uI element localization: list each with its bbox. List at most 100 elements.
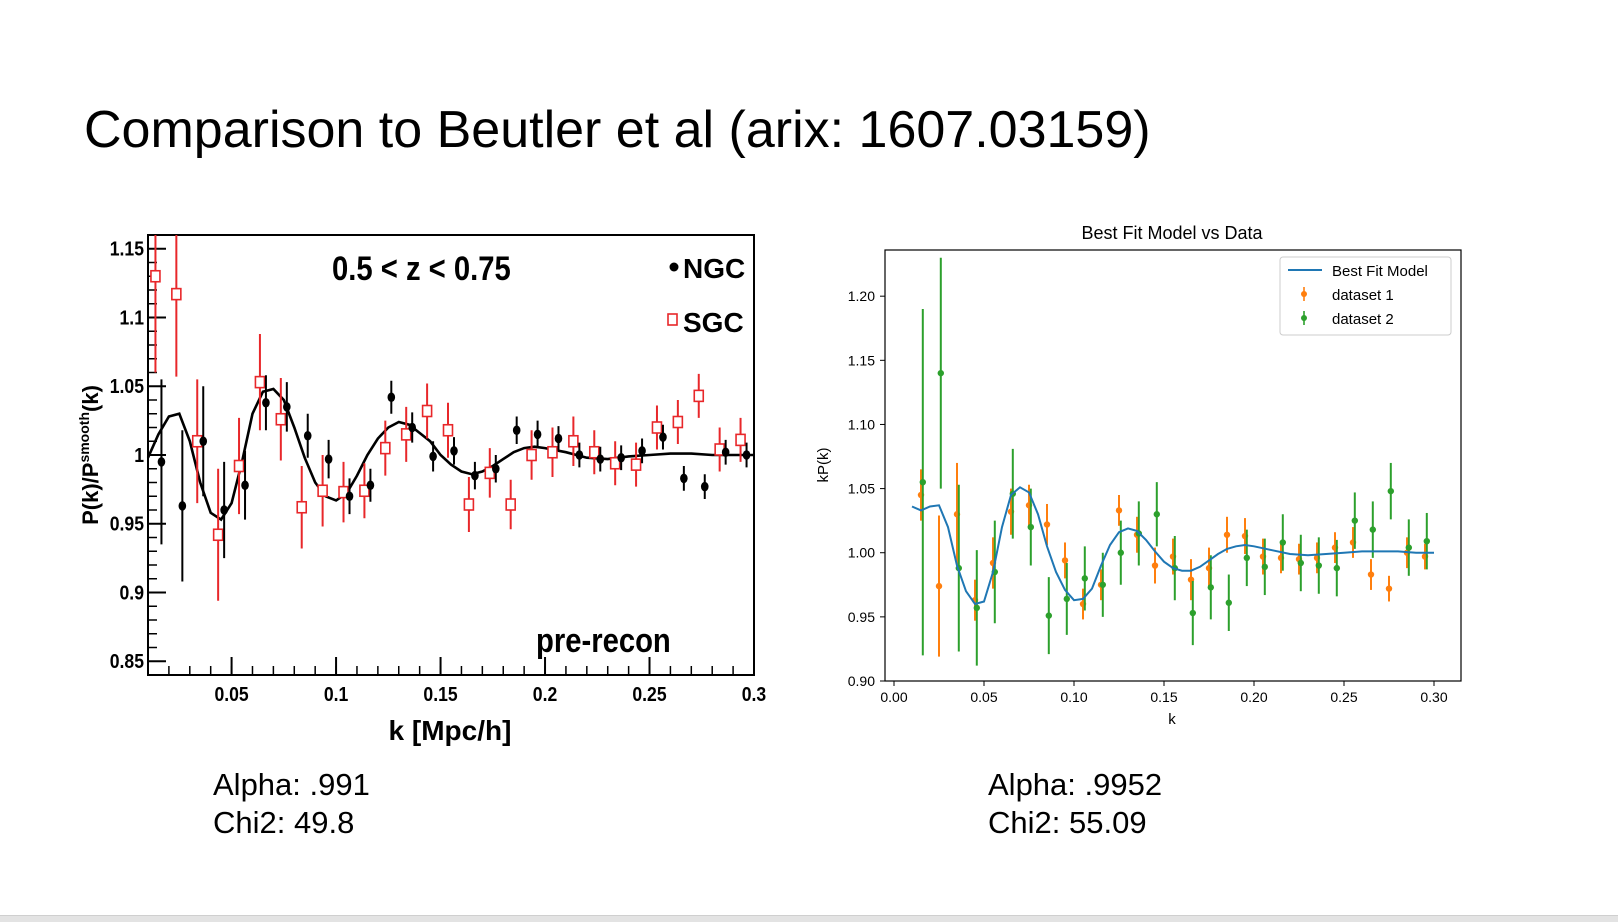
dataset2-point (919, 478, 926, 486)
ngc-point (554, 433, 563, 444)
legend-d1-label: dataset 1 (1332, 287, 1394, 304)
sgc-point (317, 484, 328, 498)
left-chi2: Chi2: 49.8 (213, 805, 355, 840)
sgc-point (609, 456, 621, 470)
ngc-point (617, 452, 625, 463)
sgc-point (463, 498, 475, 511)
right-y-tick-label: 1.10 (848, 416, 875, 432)
ngc-point (303, 430, 312, 441)
dataset2-point (1261, 563, 1269, 571)
right-x-tick-label: 0.30 (1420, 689, 1447, 705)
left-y-tick-label: 1 (134, 444, 144, 466)
sgc-point (233, 459, 245, 473)
ngc-point (199, 436, 208, 447)
right-x-tick-label: 0.10 (1060, 689, 1087, 705)
right-axes: 0.00 0.05 0.10 0.15 0.20 0.25 0.30 0.90 0.95 1.00… (848, 288, 1448, 705)
left-axes: 0.05 0.1 0.15 0.2 0.25 0.3 0.85 0.9 0.95 1 1.05 1.1… (110, 238, 766, 706)
right-y-tick-label: 1.15 (848, 352, 875, 368)
left-fit-stats: Alpha: .991 Chi2: 49.8 (213, 766, 370, 842)
ngc-point (283, 402, 291, 412)
dataset1-point (1061, 557, 1069, 564)
right-x-tick-label: 0.05 (970, 689, 997, 705)
legend-sgc-marker (667, 313, 678, 326)
dataset2-point (1297, 559, 1305, 567)
ngc-point (700, 481, 709, 492)
right-x-tick-label: 0.15 (1150, 689, 1177, 705)
right-y-tick-label: 0.90 (848, 673, 875, 689)
dataset2-point (1333, 564, 1341, 572)
ngc-point (512, 425, 521, 436)
ngc-point (345, 491, 354, 502)
dataset1-point (1385, 585, 1393, 592)
dataset2-point (973, 604, 980, 612)
sgc-point (359, 484, 370, 498)
ngc-point (178, 501, 187, 511)
ngc-point (638, 446, 646, 456)
dataset2-point (1243, 554, 1251, 562)
dataset2-point (1423, 537, 1431, 545)
left-x-tick-label: 0.3 (742, 683, 766, 705)
right-fit-stats: Alpha: .9952 Chi2: 55.09 (988, 766, 1162, 842)
sgc-point (568, 434, 579, 448)
ngc-point (659, 432, 667, 442)
ngc-point (220, 505, 228, 515)
ngc-point (742, 450, 751, 460)
left-x-tick-label: 0.15 (423, 683, 457, 705)
right-legend-box (1279, 256, 1452, 336)
legend-ngc-marker (669, 262, 679, 272)
right-y-axis-label: kP(k) (815, 448, 832, 483)
beutler-chart: 0.05 0.1 0.15 0.2 0.25 0.3 0.85 0.9 0.95 1 1.05 1.1… (76, 234, 766, 746)
dataset1-point (1043, 521, 1051, 528)
left-y-tick-label: 0.95 (110, 513, 144, 535)
dataset2-point (1081, 575, 1089, 582)
right-x-axis-label: k (1168, 711, 1176, 728)
left-x-axis-label: k [Mpc/h] (389, 715, 512, 746)
best-fit-model-line (911, 486, 1434, 606)
sgc-point (547, 445, 558, 459)
slide-title: Comparison to Beutler et al (arix: 1607.… (84, 101, 1151, 159)
right-y-tick-label: 1.00 (848, 545, 875, 561)
best-fit-chart: Best Fit Model vs Data 0.00 0.05 0.10 0.15 0… (815, 223, 1462, 728)
ngc-point (575, 450, 584, 460)
right-y-tick-label: 1.05 (848, 481, 875, 497)
sgc-point (735, 433, 746, 447)
legend-d1-marker (1301, 291, 1307, 297)
ngc-point (450, 446, 458, 456)
dataset2-series (919, 257, 1431, 666)
dataset2-point (1045, 612, 1053, 619)
dataset2-point (1117, 549, 1125, 556)
dataset2-point (1279, 539, 1287, 546)
dataset2-point (1387, 487, 1395, 495)
dataset2-point (1153, 511, 1161, 518)
redshift-range-label: 0.5 < z < 0.75 (332, 249, 511, 288)
dataset2-point (1027, 523, 1035, 531)
left-y-tick-label: 0.9 (120, 581, 144, 603)
left-y-tick-label: 1.15 (110, 238, 144, 260)
sgc-point (275, 412, 287, 426)
right-y-tick-label: 0.95 (848, 609, 875, 625)
sgc-point (380, 441, 391, 455)
bottom-scroll-strip (0, 915, 1618, 922)
sgc-point (421, 404, 433, 418)
ngc-point (387, 392, 396, 403)
right-x-tick-label: 0.00 (880, 689, 907, 705)
right-chi2: Chi2: 55.09 (988, 805, 1147, 840)
ngc-point (408, 422, 417, 433)
left-y-tick-label: 1.1 (120, 306, 144, 328)
dataset1-point (1115, 507, 1123, 514)
sgc-point (400, 428, 412, 441)
right-chart-title: Best Fit Model vs Data (1081, 223, 1263, 243)
dataset1-point (1223, 531, 1231, 538)
sgc-point (526, 448, 537, 462)
legend-ngc-label: NGC (683, 253, 745, 284)
ngc-point (533, 429, 542, 440)
legend-d2-label: dataset 2 (1332, 311, 1394, 328)
sgc-series (150, 235, 746, 601)
sgc-point (212, 528, 224, 542)
ngc-point (429, 451, 437, 462)
dataset2-point (937, 369, 944, 377)
ngc-point (491, 463, 500, 474)
dataset2-point (1405, 544, 1413, 551)
left-alpha: Alpha: .991 (213, 767, 370, 802)
legend-sgc-label: SGC (683, 307, 744, 338)
